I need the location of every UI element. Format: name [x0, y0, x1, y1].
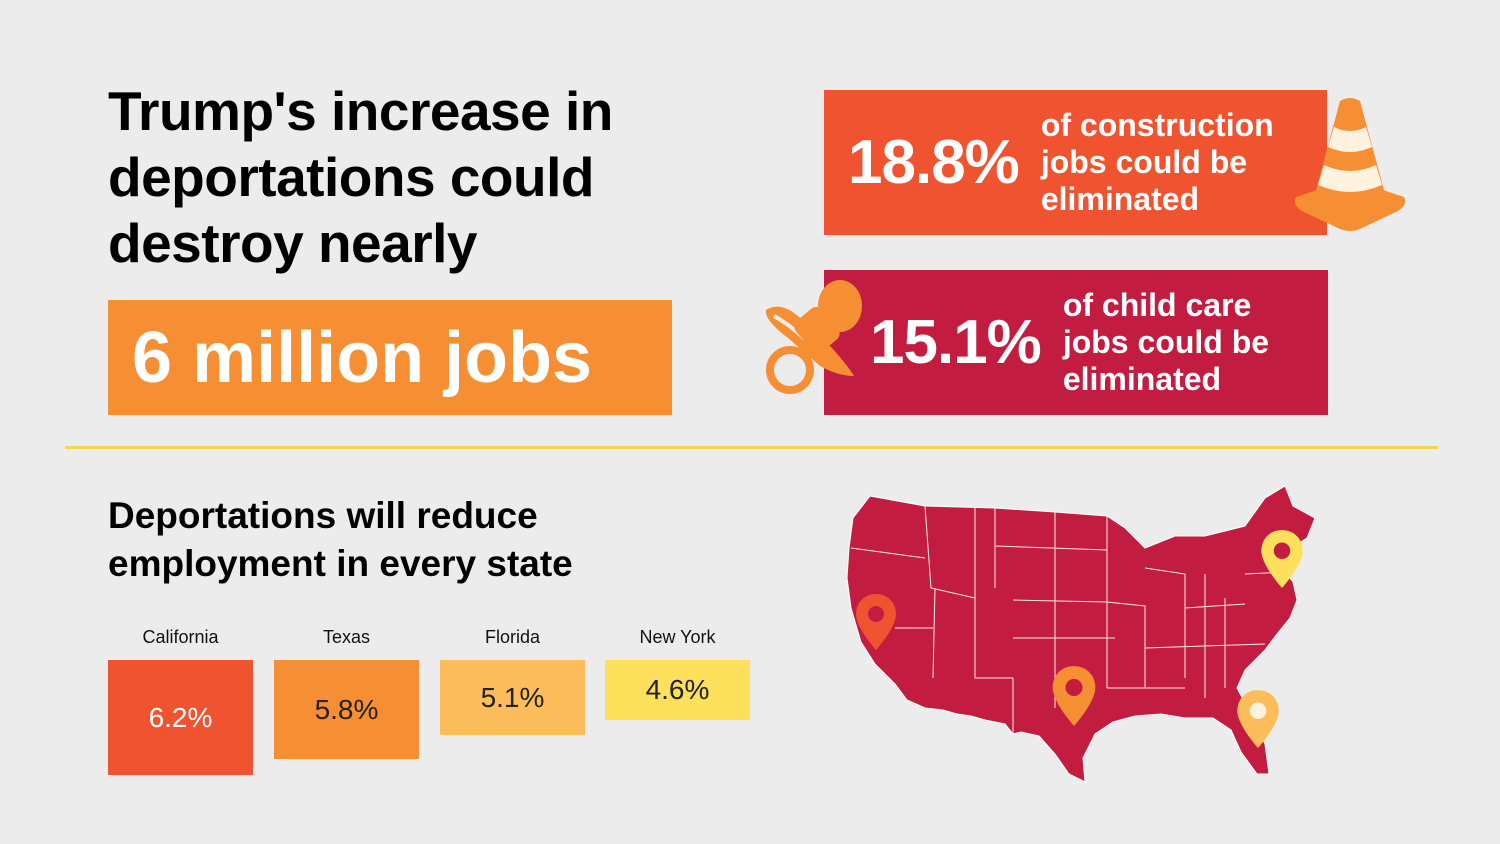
state-value-bar: 5.8% — [274, 660, 419, 759]
child-care-description-line: jobs could be — [1062, 324, 1270, 360]
state-name-label: New York — [639, 627, 716, 647]
florida-pin-icon — [1237, 690, 1279, 748]
state-section-heading-line: Deportations will reduce — [108, 495, 538, 536]
highlight-jobs-text: 6 million jobs — [132, 317, 593, 398]
highlight-jobs-box: 6 million jobs — [108, 300, 672, 415]
state-column: Texas 5.8% — [274, 625, 419, 759]
state-name-label: California — [142, 627, 219, 647]
state-name-label: Florida — [484, 627, 541, 647]
headline-line: deportations could — [108, 146, 595, 208]
pacifier-icon — [765, 280, 862, 394]
state-column: Florida 5.1% — [440, 625, 585, 735]
section-divider — [65, 446, 1438, 449]
construction-description-line: jobs could be — [1040, 144, 1248, 180]
headline-line: destroy nearly — [108, 212, 478, 274]
child-care-description-line: eliminated — [1062, 361, 1222, 397]
state-section-heading-line: employment in every state — [108, 543, 573, 584]
construction-description: of construction jobs could be eliminated — [1041, 107, 1274, 218]
traffic-cone-icon — [1294, 98, 1406, 231]
us-map-icon — [846, 485, 1316, 783]
child-care-percent: 15.1% — [870, 308, 1042, 377]
texas-pin-icon — [1052, 666, 1096, 726]
child-care-stat-card: 15.1% of child care jobs could be elimin… — [824, 270, 1328, 415]
state-name-label: Texas — [322, 627, 371, 647]
state-value-bar: 5.1% — [440, 660, 585, 735]
construction-stat-card: 18.8% of construction jobs could be elim… — [824, 90, 1327, 235]
headline: Trump's increase in deportations could d… — [108, 78, 748, 276]
california-pin-icon — [856, 594, 896, 650]
construction-percent: 18.8% — [848, 128, 1020, 197]
state-value-bar: 6.2% — [108, 660, 253, 775]
state-section-heading: Deportations will reduce employment in e… — [108, 492, 728, 588]
state-value-bar: 4.6% — [605, 660, 750, 720]
state-column: New York 4.6% — [605, 625, 750, 720]
construction-description-line: of construction — [1040, 107, 1274, 143]
headline-line: Trump's increase in — [108, 80, 613, 142]
state-column: California 6.2% — [108, 625, 253, 775]
construction-description-line: eliminated — [1040, 181, 1200, 217]
new-york-pin-icon — [1261, 530, 1303, 588]
child-care-description-line: of child care — [1062, 287, 1252, 323]
child-care-description: of child care jobs could be eliminated — [1063, 287, 1269, 398]
